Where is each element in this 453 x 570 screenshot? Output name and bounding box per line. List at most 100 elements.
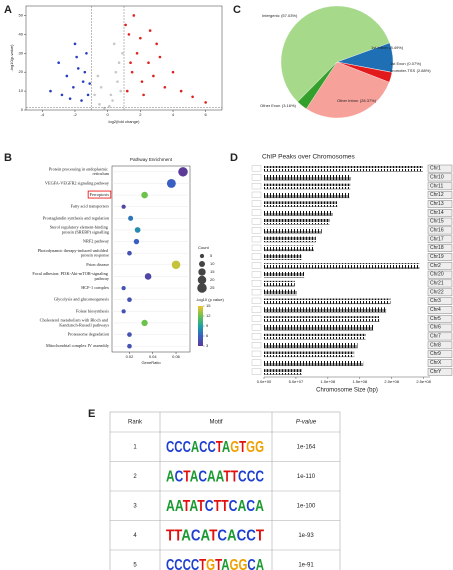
- legend-size: [199, 253, 205, 259]
- point: [116, 80, 119, 83]
- chr-label: Chr14: [430, 210, 444, 216]
- axis-stub: [251, 200, 262, 207]
- dot: [128, 215, 134, 221]
- peak-track: [264, 263, 420, 269]
- peak-track: [264, 325, 374, 331]
- point: [163, 86, 167, 89]
- slice-name: 1st Exon: [390, 61, 406, 66]
- pathway-label: Prion disease: [86, 262, 109, 267]
- point: [152, 74, 155, 78]
- chr-label-box: [427, 191, 453, 199]
- slice-value: (57.03%): [281, 13, 298, 18]
- point: [103, 106, 106, 110]
- x-tick-label: 0.06: [172, 354, 181, 359]
- slice-label: 1st Intron (8.49%): [371, 45, 404, 50]
- dot: [127, 343, 132, 349]
- legend-size-label: 25: [210, 285, 215, 290]
- peak-track: [264, 183, 351, 189]
- point: [49, 89, 52, 93]
- pathway-label: Protein processing in endoplasmic reticu…: [49, 166, 110, 176]
- point: [68, 97, 72, 100]
- pie-slice: [306, 61, 390, 119]
- chr-label: ChrY: [430, 369, 442, 375]
- chr-label-box: [427, 359, 453, 367]
- point: [147, 61, 150, 65]
- chr-label-box: [427, 208, 453, 217]
- axis-stub: [251, 289, 262, 296]
- axis-stub: [251, 165, 262, 172]
- peak-track: [264, 254, 302, 260]
- motif: CCCACCTAGTGG: [166, 439, 264, 456]
- legend-size: [197, 275, 207, 285]
- slice-label: promoter-TSS (2.88%): [390, 68, 431, 73]
- pathway-label: Glycolysis and gluconeogenesis: [54, 297, 109, 302]
- chr-label: Chr10: [430, 175, 444, 181]
- point: [111, 99, 114, 102]
- point: [81, 80, 85, 83]
- panel-label: E: [88, 408, 95, 420]
- axis-stub: [251, 315, 262, 322]
- slice-name: Other Intron: [337, 98, 358, 103]
- chr-label: Chr1: [430, 166, 441, 172]
- point: [75, 55, 78, 59]
- peak-track: [264, 227, 322, 234]
- pathway-label: Sterol regulatory element-binding protei…: [50, 225, 110, 235]
- peak-track: [264, 369, 302, 375]
- x-tick-label: 0.02: [126, 354, 135, 359]
- x-tick-label: 2: [139, 112, 142, 117]
- legend-size: [198, 268, 206, 276]
- pathway-label: Fatty acid transporters: [71, 204, 110, 209]
- point: [191, 95, 194, 99]
- peak-track: [264, 351, 355, 357]
- pathway-label: Photodynamic therapy-induced unfolded pr…: [38, 248, 109, 258]
- x-tick-label: 0.04: [149, 354, 158, 359]
- point: [85, 51, 88, 55]
- rank: 1: [133, 444, 137, 450]
- point: [108, 104, 111, 108]
- motif: CCCCTGTAGGCA: [166, 557, 264, 570]
- x-tick-label: 1.0e+08: [321, 379, 336, 384]
- dot: [178, 167, 188, 177]
- x-tick-label: 4: [172, 112, 175, 117]
- chr-label: Chr21: [430, 281, 444, 287]
- slice-value: (8.49%): [389, 45, 404, 50]
- chr-label-box: [427, 182, 453, 191]
- point: [96, 74, 100, 78]
- y-tick-label: 0: [21, 107, 24, 112]
- peak-track: [264, 174, 351, 181]
- p-value: 1e-91: [298, 562, 314, 568]
- pathway-label: VEGFA-VEGFR2 signaling pathway: [45, 180, 110, 185]
- x-tick-label: 5.0e+07: [289, 379, 304, 384]
- peak-track: [264, 245, 314, 251]
- pathway-label: Folate biosynthesis: [76, 308, 109, 313]
- pathway-label: Proteasome degradation: [68, 332, 110, 337]
- point: [98, 103, 101, 106]
- peak-track: [264, 307, 387, 313]
- motif: TTACATCACCT: [166, 527, 264, 544]
- chart-title: Pathway Enrichment: [130, 157, 173, 162]
- chr-label-box: [427, 332, 453, 341]
- slice-value: (2.88%): [417, 68, 432, 73]
- peak-track: [264, 360, 364, 366]
- dot: [144, 273, 152, 280]
- chr-label-box: [427, 341, 453, 350]
- legend-size-label: 20: [210, 277, 215, 282]
- axis-stub: [251, 191, 262, 198]
- point: [57, 61, 60, 65]
- y-tick-label: 30: [19, 50, 24, 55]
- y-tick-label: 50: [19, 13, 24, 18]
- x-axis-label: Chromosome Size (bp): [316, 388, 378, 394]
- slice-label: Other Intron (28.37%): [337, 98, 377, 103]
- chr-label: Chr3: [430, 298, 441, 304]
- chr-label: Chr17: [430, 236, 444, 242]
- chart-title: ChIP Peaks over Chromosomes: [262, 154, 355, 161]
- chr-label-box: [427, 235, 453, 244]
- chr-label: Chr20: [430, 272, 444, 278]
- point: [125, 89, 129, 93]
- axis-stub: [251, 253, 262, 260]
- slice-name: 1st Intron: [371, 45, 388, 50]
- legend-title: -log10 (p value): [196, 297, 224, 302]
- dot: [141, 191, 148, 199]
- peak-track: [264, 192, 350, 198]
- x-tick-label: 2.5e+08: [416, 379, 431, 384]
